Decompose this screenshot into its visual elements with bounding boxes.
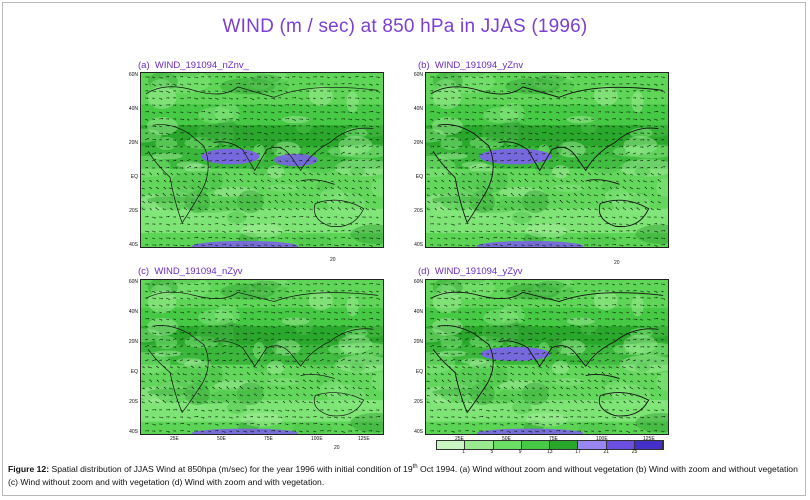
y-tick-label: 60N <box>128 279 138 285</box>
caption-text-1: Spatial distribution of JJAS Wind at 850… <box>49 463 413 474</box>
colorbar <box>436 440 664 450</box>
x-tick-label: 100E <box>311 436 323 442</box>
y-tick-label: 40N <box>128 106 138 112</box>
y-tick-label: 40N <box>413 309 423 315</box>
y-tick-label: 60N <box>128 72 138 78</box>
y-tick-label: 20S <box>129 399 138 405</box>
panel-b-label: (b) WIND_191094_yZnv <box>418 60 524 71</box>
y-tick-label: 20N <box>128 339 138 345</box>
panel-b-map <box>425 72 669 248</box>
colorbar-swatch <box>634 441 663 449</box>
y-tick-label: 20N <box>128 140 138 146</box>
y-tick-label: EQ <box>415 174 423 180</box>
colorbar-label: 13 <box>547 449 553 455</box>
y-tick-label: 40N <box>413 106 423 112</box>
colorbar-swatch <box>578 441 607 449</box>
caption-label: Figure 12: <box>8 463 50 474</box>
x-tick-label: 75E <box>549 436 558 442</box>
y-tick-label: 40S <box>129 242 138 248</box>
figure-caption: Figure 12: Spatial distribution of JJAS … <box>8 461 804 489</box>
colorbar-swatch <box>550 441 579 449</box>
colorbar-label: 21 <box>603 449 610 455</box>
y-tick-label: 20N <box>413 339 423 345</box>
y-tick-label: 40S <box>129 429 138 435</box>
y-tick-label: EQ <box>130 369 138 375</box>
colorbar-swatch <box>465 441 494 449</box>
wind-field-svg <box>141 280 383 434</box>
x-tick-label: 75E <box>264 436 273 442</box>
panel-a-map <box>140 72 384 248</box>
panel-c-map <box>140 279 384 435</box>
colorbar-swatch <box>521 441 550 449</box>
x-tick-label: 50E <box>502 436 511 442</box>
panel-c-label: (c) WIND_191094_nZyv <box>138 266 243 277</box>
wind-field-svg <box>426 73 668 247</box>
panel-a-label: (a) WIND_191094_nZnv_ <box>138 60 249 71</box>
colorbar-label: 25 <box>631 449 638 455</box>
panel-a-ref-vector: 20 <box>330 257 336 263</box>
panel-c-ref-vector: 20 <box>334 445 340 451</box>
colorbar-label: 17 <box>575 449 581 455</box>
colorbar-label: 1 <box>462 449 466 455</box>
wind-field-svg <box>426 280 668 434</box>
colorbar-label: 5 <box>490 449 494 455</box>
x-tick-label: 100E <box>596 436 608 442</box>
panel-b-ref-vector: 20 <box>614 260 620 266</box>
x-tick-label: 25E <box>455 436 464 442</box>
x-tick-label: 50E <box>217 436 226 442</box>
caption-text-2: Oct 1994. (a) Wind without zoom and with… <box>8 463 798 487</box>
y-tick-label: EQ <box>130 174 138 180</box>
x-tick-label: 125E <box>358 436 370 442</box>
y-tick-label: 60N <box>413 279 423 285</box>
x-tick-label: 125E <box>643 436 655 442</box>
y-tick-label: EQ <box>415 369 423 375</box>
y-tick-label: 40N <box>128 309 138 315</box>
y-tick-label: 20S <box>129 208 138 214</box>
y-tick-label: 20S <box>414 208 423 214</box>
panel-d-map <box>425 279 669 435</box>
y-tick-label: 20S <box>414 399 423 405</box>
y-tick-label: 40S <box>414 429 423 435</box>
wind-field-svg <box>141 73 383 247</box>
y-tick-label: 40S <box>414 242 423 248</box>
colorbar-label: 9 <box>518 449 522 455</box>
x-tick-label: 25E <box>170 436 179 442</box>
colorbar-swatch <box>606 441 635 449</box>
figure-title: WIND (m / sec) at 850 hPa in JJAS (1996) <box>222 16 588 37</box>
caption-sup: th <box>412 464 418 470</box>
colorbar-swatch <box>437 441 466 449</box>
y-tick-label: 20N <box>413 140 423 146</box>
colorbar-swatch <box>493 441 522 449</box>
y-tick-label: 60N <box>413 72 423 78</box>
panel-d-label: (d) WIND_191094_yZyv <box>418 266 523 277</box>
